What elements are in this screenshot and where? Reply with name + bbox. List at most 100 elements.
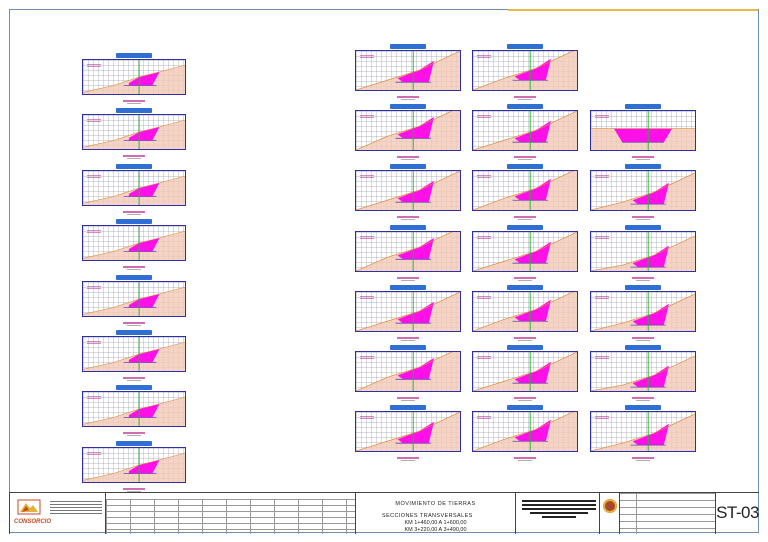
section-frame	[82, 336, 186, 372]
cross-section-3-6	[472, 345, 578, 401]
cross-section-4-5	[590, 284, 696, 341]
section-caption	[119, 210, 149, 215]
section-title-bar	[116, 440, 152, 446]
cut-area	[632, 245, 669, 267]
section-stamp	[595, 235, 609, 240]
section-title-bar	[116, 330, 152, 335]
terrain-line	[591, 413, 695, 452]
cross-section-1-2	[82, 108, 186, 160]
sheet-number: ST-03	[716, 503, 759, 522]
section-caption	[393, 96, 423, 100]
section-title-bar	[116, 385, 152, 391]
project-description	[522, 499, 596, 520]
cut-area	[632, 183, 669, 205]
terrain-line	[356, 291, 460, 331]
section-title-bar	[390, 224, 426, 230]
section-frame	[355, 351, 461, 392]
section-stamp	[477, 55, 491, 59]
section-title-bar	[390, 345, 426, 350]
cross-section-4-2	[590, 104, 696, 161]
cut-area	[514, 120, 551, 143]
section-title-bar	[507, 44, 543, 49]
range-1: KM 1+460,00 A 1+600,00	[404, 520, 467, 526]
terrain-area	[591, 293, 695, 331]
terrain-line	[591, 173, 695, 211]
section-caption	[628, 397, 658, 401]
section-title-bar	[625, 405, 661, 411]
section-stamp	[87, 285, 101, 290]
section-frame	[472, 411, 578, 453]
cross-section-2-7	[355, 405, 461, 462]
terrain-area	[356, 51, 460, 90]
section-stamp	[87, 451, 101, 456]
section-title-bar	[625, 164, 661, 170]
section-caption	[393, 156, 423, 161]
terrain-line	[356, 231, 453, 271]
section-stamp	[477, 175, 491, 179]
cut-area	[128, 293, 160, 308]
cross-section-3-3	[472, 164, 578, 221]
cross-section-1-6	[82, 330, 186, 381]
section-stamp	[87, 396, 101, 400]
terrain-line	[591, 235, 695, 271]
terrain-line	[473, 51, 574, 90]
section-frame	[590, 170, 696, 212]
section-stamp	[87, 64, 101, 68]
terrain-area	[591, 414, 695, 452]
consortium-logo-icon	[17, 499, 41, 515]
section-frame	[590, 110, 696, 152]
section-caption	[119, 487, 149, 492]
section-stamp	[477, 416, 491, 420]
cross-section-2-4	[355, 224, 461, 281]
section-caption	[393, 336, 423, 341]
content-heading: MOVIMIENTO DE TIERRAS	[395, 501, 476, 507]
title-block: CONSORCIO MOVIMIENTO DE TIERRAS SECCIONE…	[9, 492, 759, 534]
cross-section-1-5	[82, 274, 186, 326]
terrain-line	[473, 171, 574, 211]
cut-area	[632, 303, 669, 325]
cross-section-3-1	[472, 44, 578, 100]
section-stamp	[87, 341, 101, 345]
section-frame	[82, 280, 186, 317]
content-subtitle: SECCIONES TRANSVERSALES	[382, 513, 473, 519]
cross-section-2-2	[355, 104, 461, 161]
section-frame	[472, 230, 578, 272]
terrain-line	[356, 51, 460, 90]
section-caption	[510, 156, 540, 161]
project-cell	[515, 493, 599, 534]
sheet-accent-line	[508, 9, 758, 11]
section-stamp	[87, 230, 101, 234]
cut-area	[128, 348, 160, 363]
section-title-bar	[625, 104, 661, 110]
section-stamp	[595, 175, 609, 179]
section-caption	[393, 276, 423, 281]
section-caption	[510, 96, 540, 100]
section-caption	[510, 457, 540, 462]
section-caption	[510, 276, 540, 281]
section-frame	[355, 110, 461, 152]
section-stamp	[360, 295, 374, 300]
cut-area	[632, 365, 669, 388]
section-title-bar	[116, 219, 152, 225]
section-caption	[628, 156, 658, 161]
terrain-area	[356, 412, 460, 452]
section-title-bar	[116, 163, 152, 169]
cut-area	[128, 71, 160, 86]
terrain-area	[473, 111, 577, 151]
terrain-line	[473, 291, 574, 331]
seal-cell	[599, 493, 619, 534]
terrain-line	[473, 111, 577, 151]
cut-area	[128, 238, 160, 252]
logo-cell: CONSORCIO	[9, 493, 105, 534]
revision-table	[105, 493, 355, 534]
section-caption	[510, 216, 540, 221]
cut-area	[514, 58, 551, 81]
section-frame	[590, 290, 696, 332]
section-title-bar	[625, 284, 661, 290]
section-stamp	[360, 416, 374, 420]
section-title-bar	[390, 104, 426, 110]
section-frame	[82, 446, 186, 483]
section-caption	[510, 397, 540, 401]
terrain-line	[356, 171, 460, 211]
section-stamp	[477, 235, 491, 240]
